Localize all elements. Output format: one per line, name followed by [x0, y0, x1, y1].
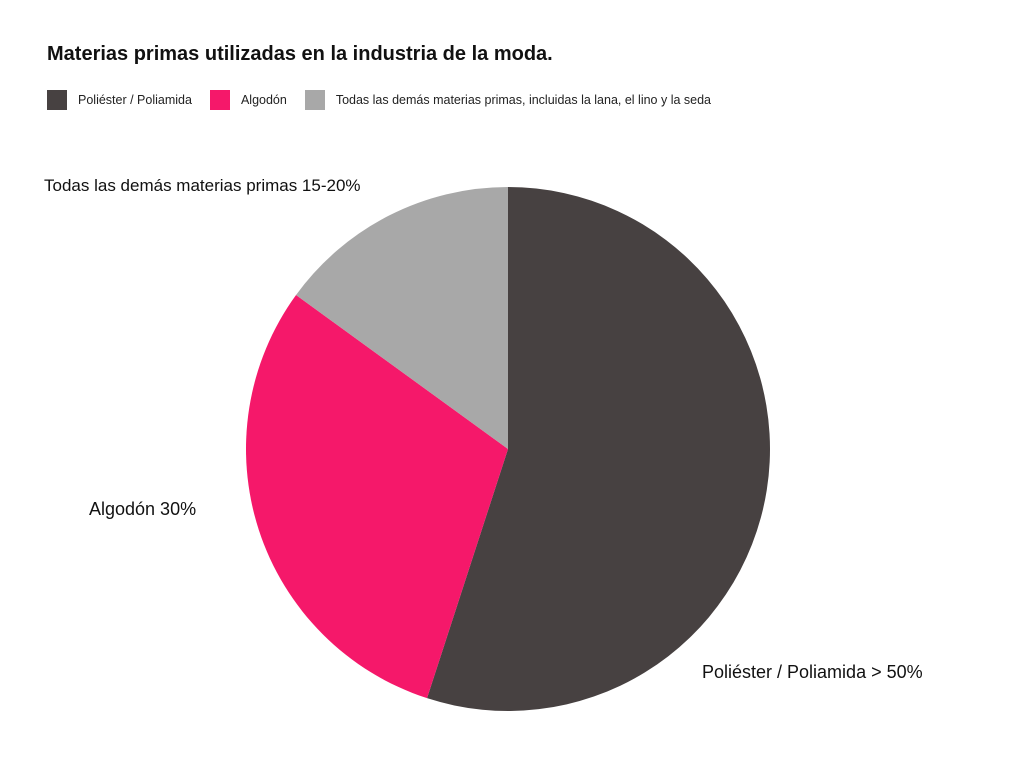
chart-title: Materias primas utilizadas en la industr…: [47, 43, 553, 65]
slice-label-algodon: Algodón 30%: [89, 499, 197, 519]
slice-label-otras: Todas las demás materias primas 15-20%: [44, 176, 361, 195]
legend-item-otras: Todas las demás materias primas, incluid…: [304, 90, 712, 110]
legend: Poliéster / Poliamida Algodón Todas las …: [47, 90, 729, 110]
legend-label: Algodón: [240, 93, 287, 107]
legend-swatch: [47, 90, 67, 110]
legend-label: Todas las demás materias primas, incluid…: [335, 93, 712, 107]
legend-swatch: [209, 90, 230, 110]
legend-swatch: [304, 90, 325, 110]
pie-slice-algodon: [245, 295, 508, 699]
legend-item-algodon: Algodón: [209, 90, 287, 110]
pie-slice-otras: [296, 187, 508, 449]
slice-label-poliester: Poliéster / Poliamida > 50%: [702, 662, 923, 682]
pie-slice-poliester: [427, 187, 770, 711]
legend-item-poliester: Poliéster / Poliamida: [47, 90, 192, 110]
legend-label: Poliéster / Poliamida: [78, 93, 192, 107]
